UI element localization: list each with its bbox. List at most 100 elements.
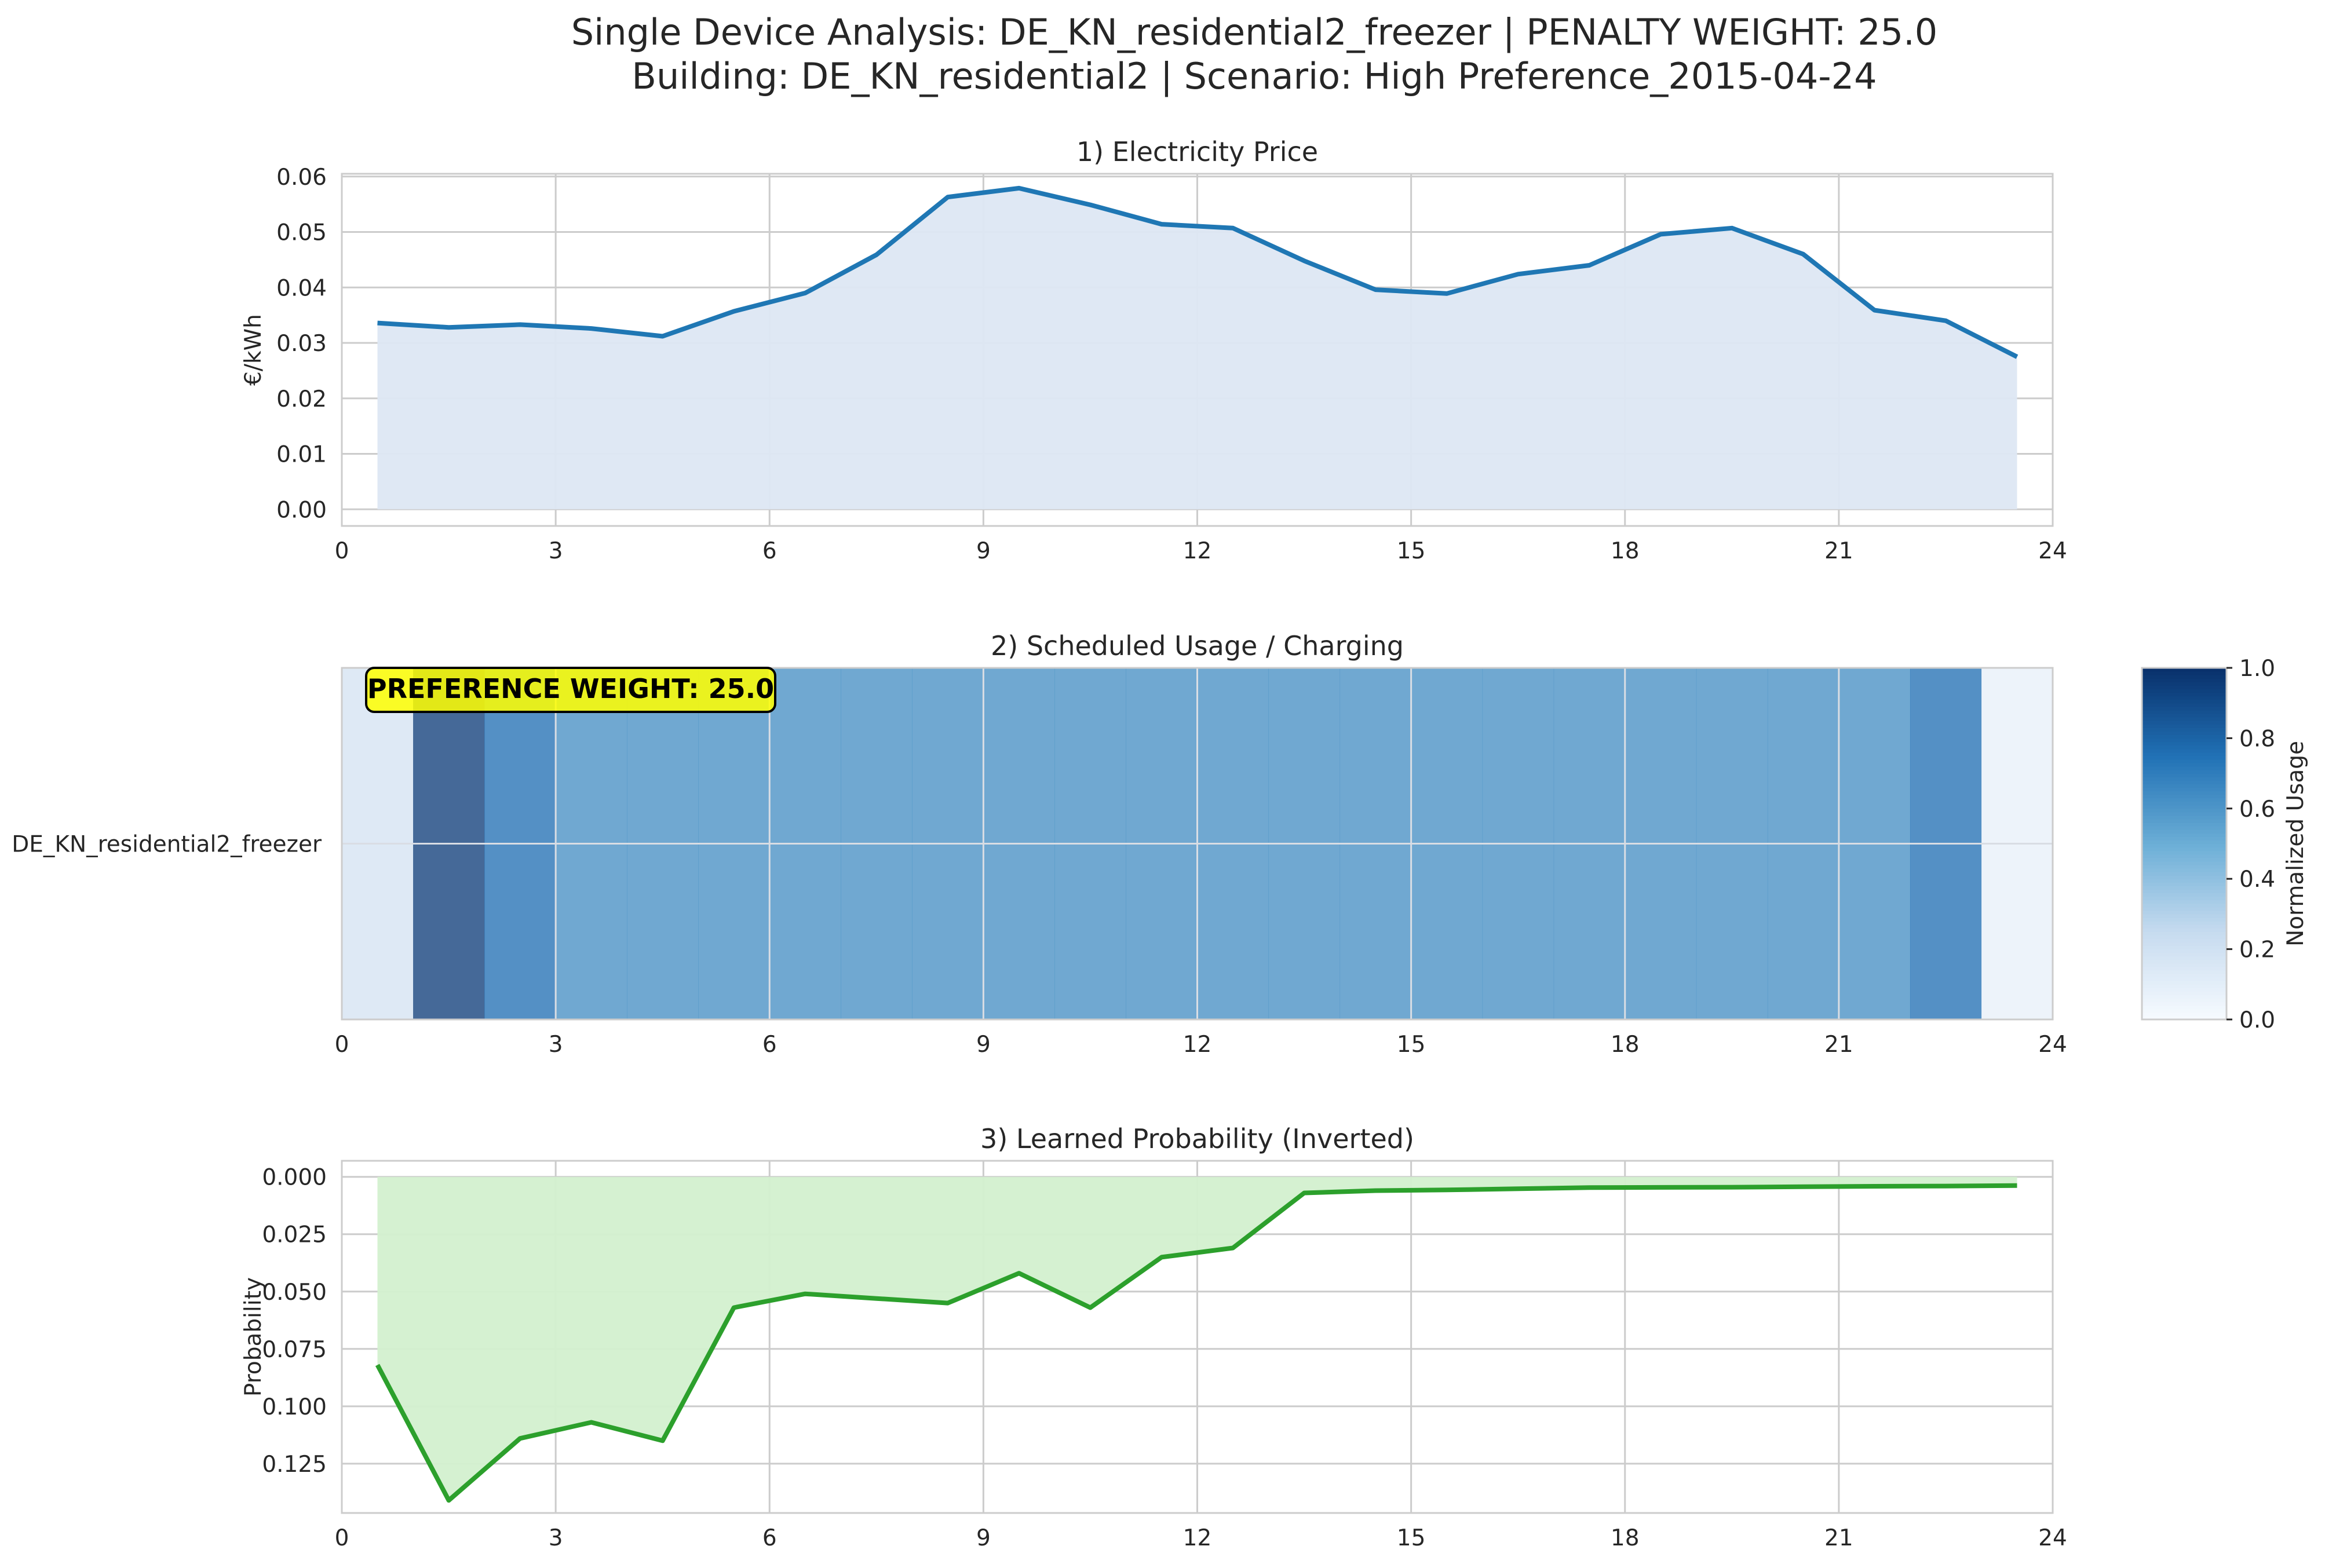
price-data-point	[733, 310, 735, 312]
price-y-tick-label: 0.01	[276, 442, 327, 468]
colorbar-gradient-band	[2142, 766, 2227, 770]
probability-y-tick-label: 0.000	[262, 1165, 327, 1191]
colorbar-gradient-band	[2142, 882, 2227, 886]
probability-x-tick-label: 15	[1397, 1525, 1426, 1551]
colorbar-gradient-band	[2142, 938, 2227, 943]
price-x-tick-label: 24	[2038, 538, 2067, 564]
colorbar-gradient-band	[2142, 893, 2227, 897]
colorbar-gradient-band	[2142, 692, 2227, 697]
colorbar-gradient-band	[2142, 678, 2227, 682]
probability-data-point	[377, 1364, 379, 1366]
probability-data-point	[1517, 1187, 1519, 1190]
price-y-tick-label: 0.04	[276, 275, 327, 301]
colorbar-gradient-band	[2142, 668, 2227, 672]
price-data-point	[1802, 253, 1804, 255]
colorbar-gradient-band	[2142, 752, 2227, 756]
colorbar-tick-label: 0.0	[2239, 1007, 2275, 1033]
usage-x-tick-label: 0	[335, 1032, 349, 1058]
colorbar-gradient-band	[2142, 991, 2227, 996]
preference-weight-badge	[365, 667, 776, 713]
colorbar-gradient-band	[2142, 1005, 2227, 1010]
colorbar-gradient-band	[2142, 717, 2227, 721]
colorbar-gradient-band	[2142, 970, 2227, 974]
probability-x-tick-label: 0	[335, 1525, 349, 1551]
colorbar-gradient-band	[2142, 917, 2227, 922]
probability-x-tick-label: 18	[1611, 1525, 1640, 1551]
price-x-tick-label: 18	[1611, 538, 1640, 564]
colorbar-gradient-band	[2142, 713, 2227, 718]
usage-x-tick-label: 3	[549, 1032, 563, 1058]
colorbar-gradient-band	[2142, 710, 2227, 714]
price-title: 1) Electricity Price	[1076, 136, 1318, 167]
colorbar-frame	[2141, 667, 2228, 1021]
price-data-point	[947, 196, 949, 198]
price-data-point	[1160, 223, 1163, 225]
colorbar-gradient-band	[2142, 907, 2227, 911]
probability-data-point	[1659, 1186, 1662, 1189]
colorbar-gradient-band	[2142, 840, 2227, 845]
colorbar-gradient-band	[2142, 728, 2227, 732]
probability-y-tick-label: 0.050	[262, 1280, 327, 1306]
price-data-point	[377, 322, 379, 324]
price-y-axis-label: €/kWh	[240, 314, 267, 386]
probability-data-point	[590, 1421, 593, 1424]
colorbar-gradient-band	[2142, 689, 2227, 693]
probability-y-tick-label: 0.100	[262, 1394, 327, 1420]
colorbar-gradient-band	[2142, 984, 2227, 988]
probability-data-point	[875, 1297, 878, 1300]
probability-x-tick-label: 12	[1183, 1525, 1212, 1551]
probability-data-point	[1731, 1186, 1733, 1189]
colorbar-tick-label: 1.0	[2239, 656, 2275, 682]
colorbar-gradient-band	[2142, 759, 2227, 763]
colorbar-gradient-band	[2142, 777, 2227, 781]
price-data-point	[1232, 227, 1234, 229]
probability-x-tick-label: 21	[1824, 1525, 1853, 1551]
price-y-tick-label: 0.02	[276, 386, 327, 412]
colorbar-gradient-band	[2142, 879, 2227, 883]
colorbar-gradient-band	[2142, 801, 2227, 806]
colorbar-gradient-band	[2142, 1012, 2227, 1017]
probability-data-point	[2016, 1185, 2018, 1187]
probability-data-point	[1160, 1256, 1163, 1258]
price-data-point	[1659, 233, 1662, 235]
colorbar-gradient-band	[2142, 998, 2227, 1003]
price-data-point	[1944, 320, 1947, 322]
colorbar-gradient-band	[2142, 699, 2227, 704]
colorbar-gradient-band	[2142, 784, 2227, 788]
usage-x-tick-label: 15	[1397, 1032, 1426, 1058]
price-x-tick-label: 3	[549, 538, 563, 564]
probability-title: 3) Learned Probability (Inverted)	[980, 1123, 1414, 1154]
probability-data-point	[1018, 1272, 1020, 1274]
price-y-tick-label: 0.05	[276, 220, 327, 246]
colorbar-tick-label: 0.6	[2239, 796, 2275, 823]
price-x-tick-label: 9	[976, 538, 991, 564]
price-data-point	[1018, 187, 1020, 189]
colorbar-gradient-band	[2142, 974, 2227, 978]
price-x-tick-label: 0	[335, 538, 349, 564]
price-data-point	[1374, 288, 1377, 291]
price-data-point	[1446, 293, 1448, 295]
colorbar-gradient-band	[2142, 798, 2227, 802]
price-data-point	[1517, 273, 1519, 275]
price-data-point	[662, 335, 664, 338]
colorbar-tick-label: 0.2	[2239, 937, 2275, 963]
colorbar-gradient-band	[2142, 913, 2227, 918]
price-data-point	[590, 327, 593, 330]
price-y-tick-label: 0.00	[276, 497, 327, 523]
colorbar-gradient-band	[2142, 738, 2227, 743]
colorbar-gradient-band	[2142, 703, 2227, 707]
colorbar-tick-label: 0.8	[2239, 726, 2275, 752]
colorbar-gradient-band	[2142, 952, 2227, 957]
figure-title-line2: Building: DE_KN_residential2 | Scenario:…	[632, 55, 1877, 98]
price-data-point	[875, 254, 878, 256]
colorbar-gradient-band	[2142, 745, 2227, 750]
colorbar-tick-label: 0.4	[2239, 867, 2275, 893]
usage-x-tick-label: 21	[1824, 1032, 1853, 1058]
colorbar-gradient-band	[2142, 875, 2227, 879]
colorbar-gradient-band	[2142, 959, 2227, 964]
usage-x-tick-label: 12	[1183, 1032, 1212, 1058]
colorbar-gradient-band	[2142, 886, 2227, 890]
electricity-price-panel: 1) Electricity Price 0 3 6 9 12 15 18 21 24 0.00 0.…	[240, 136, 2067, 564]
price-data-point	[1303, 259, 1305, 262]
